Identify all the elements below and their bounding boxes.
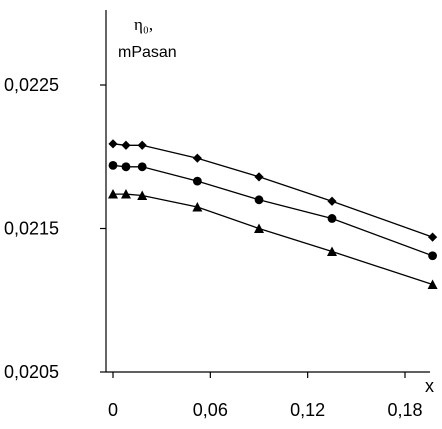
series-2-point [192,176,202,186]
x-tick-label: 0,18 [387,400,422,420]
series-3: 3 [108,189,438,289]
series-2: 2 [108,160,437,261]
axes [105,10,430,373]
series-2-point [254,195,264,205]
y-tick-label: 0,0215 [4,219,59,239]
series-2-point [121,162,131,172]
series-1-point [108,139,118,149]
y-tick-label: 0,0205 [4,362,59,382]
x-tick-label: 0,06 [193,400,228,420]
series-1: 1 [108,139,438,242]
y-tick-label: 0,0225 [4,75,59,95]
series-1-point [327,196,337,206]
series-3-point [327,246,337,256]
series-1-point [254,172,264,182]
x-tick-label: 0,12 [290,400,325,420]
series-group: 123 [108,139,438,289]
series-2-point [327,214,337,223]
series-3-point [427,279,438,289]
series-2-point [137,162,147,172]
series-2-point [428,251,437,261]
tick-labels: 0,0205 0,0215 0,0225 0 0,06 0,12 0,18 [4,75,423,420]
series-1-line [112,143,433,238]
series-3-point [120,189,131,199]
axis-labels: η₀, mPasan x [118,15,434,396]
series-3-line [113,193,433,286]
series-1-point [121,140,131,150]
series-2-line [112,164,433,257]
series-3-point [254,223,264,233]
series-2-point [108,160,118,170]
series-3-point [108,189,118,199]
tick-marks [100,84,406,378]
series-1-point [137,140,147,150]
series-1-point [427,232,438,242]
series-3-point [137,190,148,200]
x-axis-label: x [425,376,434,396]
series-3-point [192,201,203,212]
y-axis-label-unit: mPasan [118,44,177,61]
y-axis-label-symbol: η₀, [134,15,153,34]
x-tick-label: 0 [108,400,118,420]
series-1-point [192,153,202,163]
